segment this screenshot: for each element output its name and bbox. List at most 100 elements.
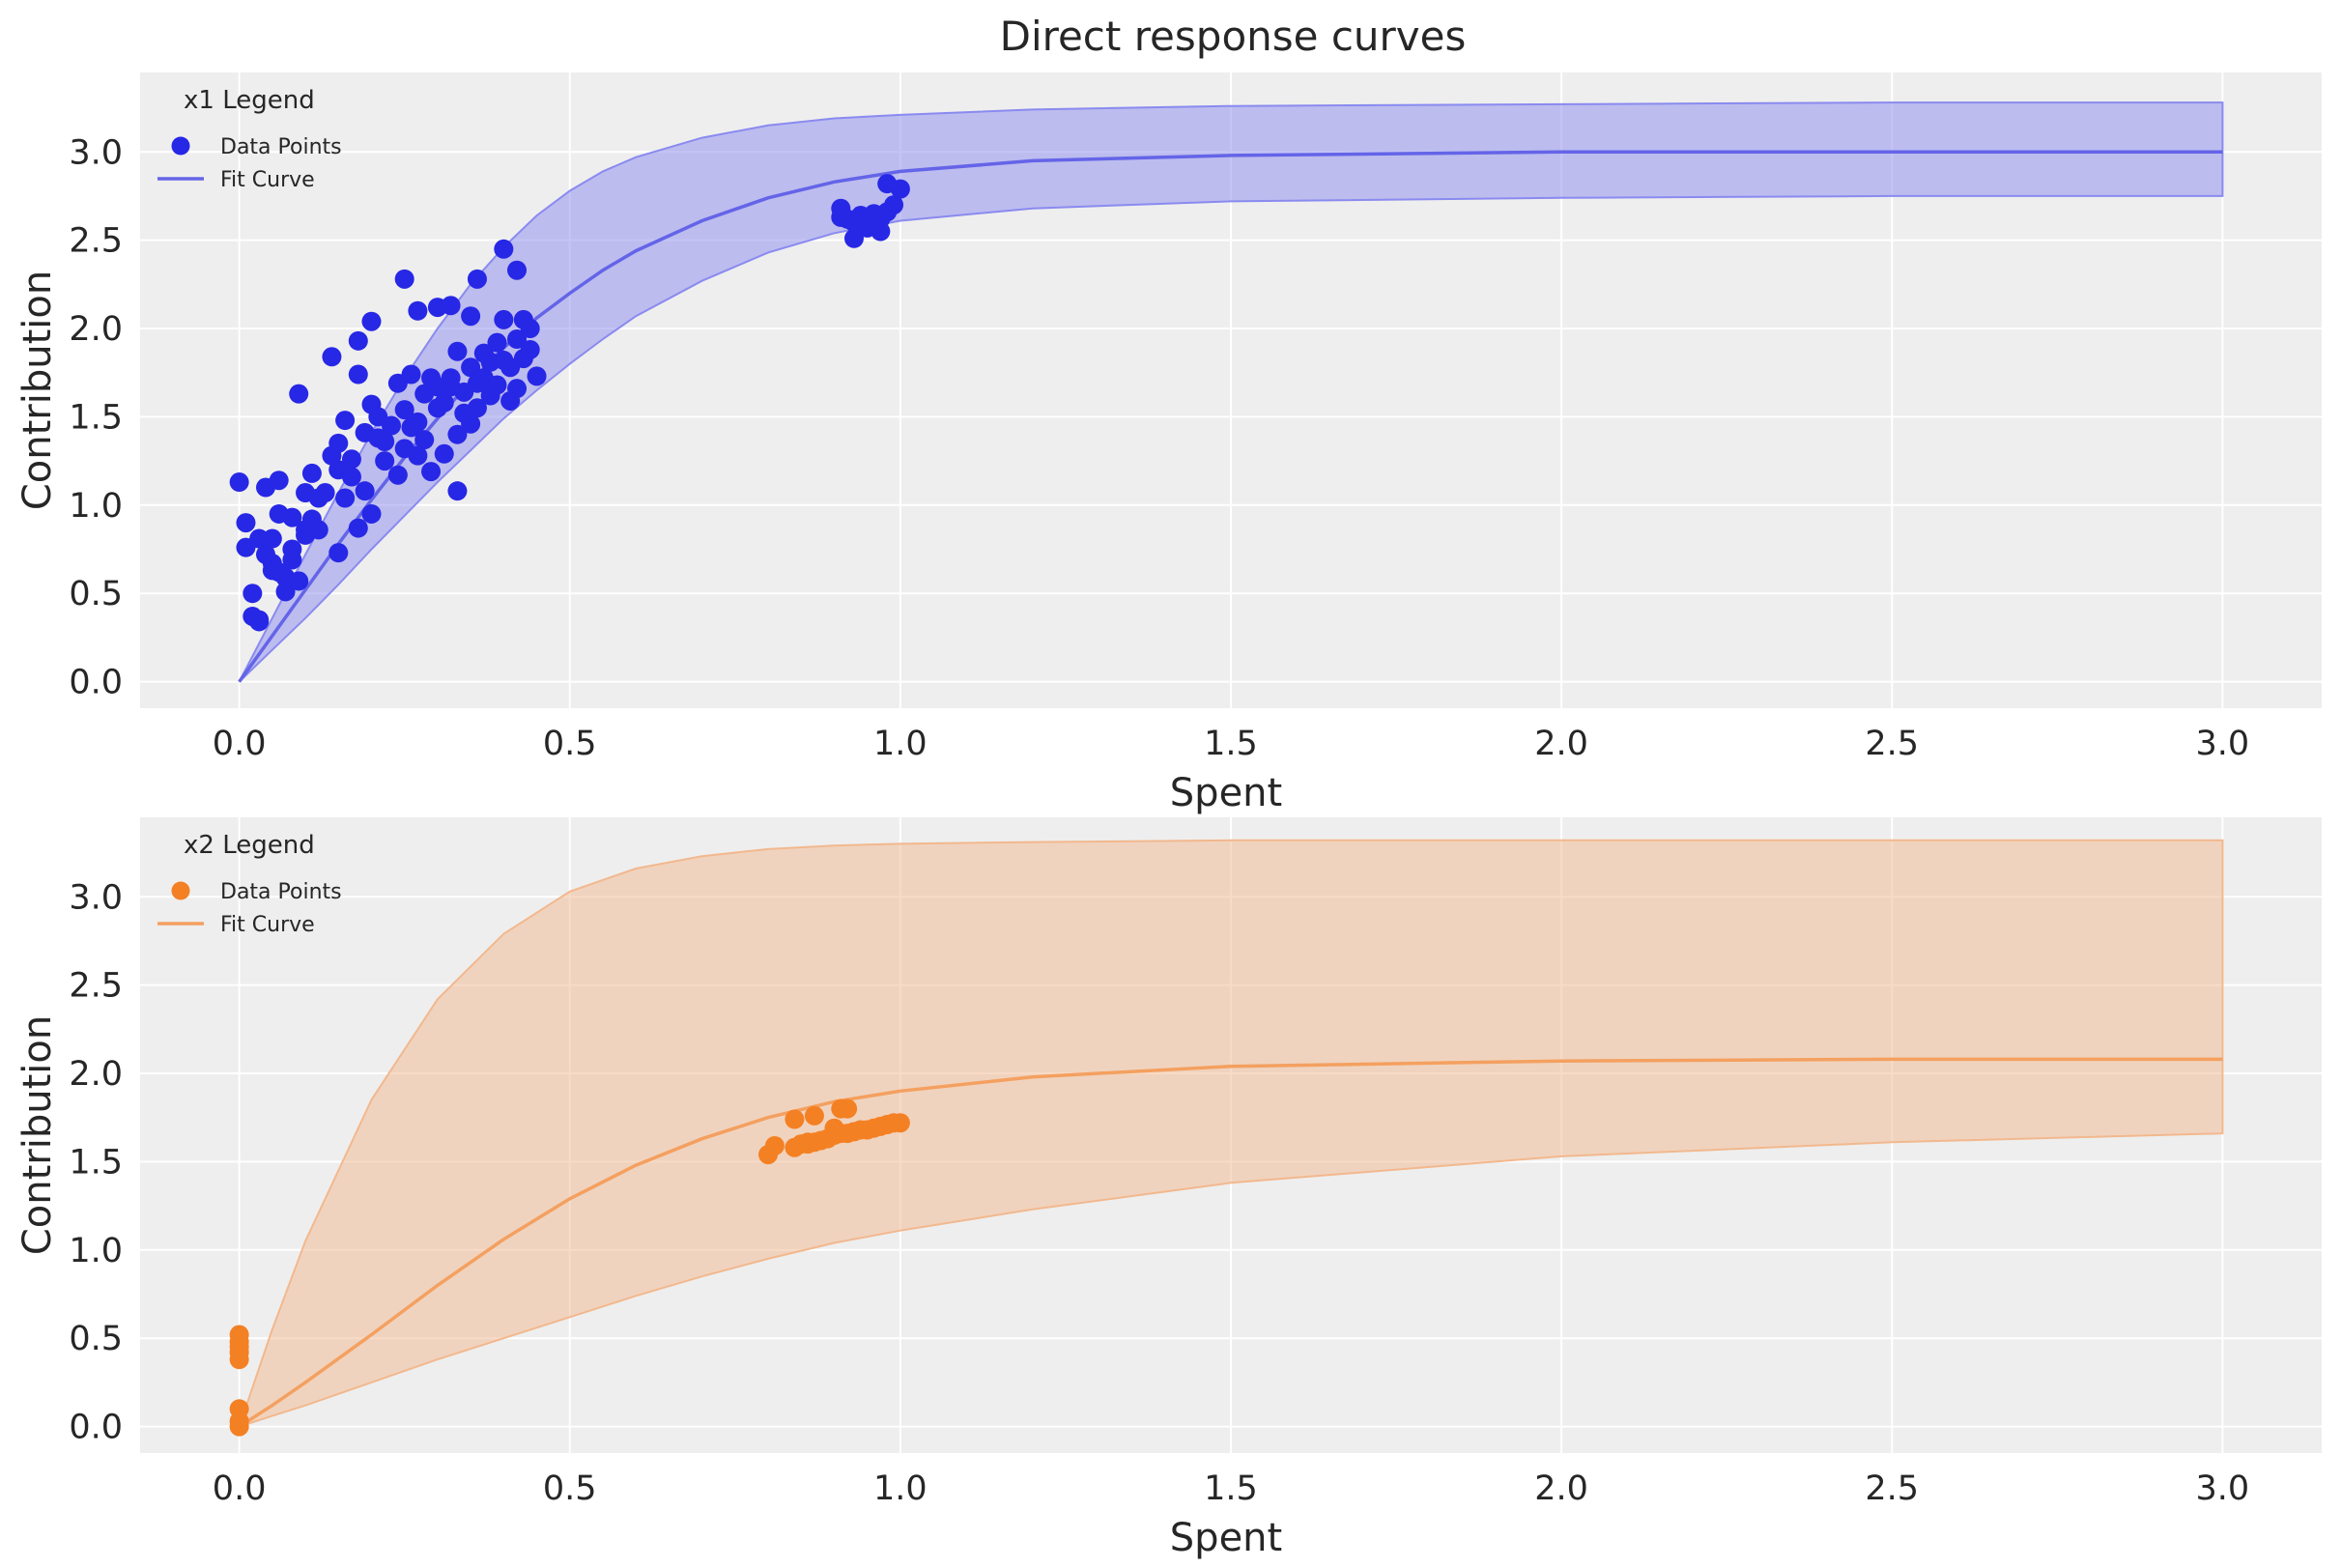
data-point	[434, 443, 454, 464]
data-point	[447, 481, 468, 501]
data-point	[520, 339, 540, 359]
legend-label-points: Data Points	[220, 135, 342, 159]
legend-marker-points	[171, 136, 190, 156]
data-point	[348, 330, 368, 351]
data-point	[275, 582, 296, 602]
data-point	[890, 179, 910, 199]
data-point	[527, 366, 547, 386]
y-tick-label: 0.5	[69, 575, 123, 613]
x-tick-label: 0.0	[213, 1469, 267, 1508]
data-point	[394, 269, 414, 289]
data-point	[831, 207, 851, 227]
data-point	[387, 465, 408, 485]
data-point	[328, 433, 349, 453]
data-point	[843, 228, 864, 248]
data-point	[328, 543, 349, 563]
data-point	[824, 1118, 844, 1138]
x-tick-label: 2.5	[1865, 725, 1919, 763]
data-point	[890, 1113, 910, 1133]
data-point	[289, 571, 309, 591]
x-tick-label: 1.5	[1204, 1469, 1258, 1508]
data-point	[871, 209, 891, 229]
data-point	[262, 528, 282, 549]
data-point	[408, 445, 428, 466]
x-tick-label: 2.0	[1534, 1469, 1588, 1508]
y-tick-label: 1.5	[69, 1143, 123, 1182]
x-axis-label: Spent	[1170, 1516, 1282, 1560]
data-point	[441, 296, 461, 316]
x-tick-label: 1.0	[873, 1469, 928, 1508]
fit-curve-line	[238, 1057, 2223, 1429]
data-point	[414, 430, 435, 450]
y-tick-label: 1.5	[69, 398, 123, 437]
x-tick-label: 3.0	[2196, 1469, 2250, 1508]
data-point	[282, 507, 302, 527]
data-point	[289, 384, 309, 404]
data-point	[487, 332, 507, 353]
data-point	[375, 451, 395, 471]
data-point	[355, 481, 375, 501]
data-point	[461, 357, 481, 378]
data-point	[322, 347, 342, 367]
legend: x2 Legend Data Points Fit Curve	[157, 831, 342, 937]
chart-panel-x1: 0.0 0.5 1.0 1.5 2.0 2.5 3.0 0.0 0.5 1.0 1.5 2.0 2.5 3…	[15, 72, 2322, 815]
y-tick-label: 0.5	[69, 1320, 123, 1358]
x-tick-label: 1.5	[1204, 725, 1258, 763]
data-point	[785, 1109, 805, 1129]
legend-marker-points	[171, 881, 190, 900]
data-point	[461, 306, 481, 327]
x-tick-label: 2.5	[1865, 1469, 1919, 1508]
data-point	[447, 341, 468, 361]
data-point	[282, 550, 302, 570]
data-point	[507, 260, 528, 280]
data-point	[408, 412, 428, 432]
y-tick-label: 2.5	[69, 222, 123, 261]
y-tick-label: 2.5	[69, 967, 123, 1006]
data-point	[249, 528, 270, 549]
data-point	[507, 328, 528, 349]
data-point	[348, 518, 368, 538]
x-tick-label: 0.0	[213, 725, 267, 763]
data-point	[335, 488, 356, 508]
data-point	[236, 513, 256, 533]
data-point	[382, 415, 402, 436]
data-point	[301, 463, 322, 483]
data-point	[421, 462, 442, 482]
data-point	[394, 400, 414, 420]
data-point	[229, 472, 249, 493]
data-point	[375, 432, 395, 452]
y-tick-label: 2.0	[69, 1055, 123, 1094]
data-point	[487, 375, 507, 395]
data-point	[249, 612, 270, 632]
data-point	[494, 309, 514, 329]
y-tick-label: 1.0	[69, 1232, 123, 1270]
credible-interval-band	[238, 839, 2224, 1429]
legend-label-line: Fit Curve	[220, 913, 315, 937]
legend-title: x1 Legend	[184, 86, 315, 115]
data-point	[361, 503, 382, 524]
y-tick-label: 3.0	[69, 133, 123, 172]
data-point	[408, 300, 428, 321]
legend-title: x2 Legend	[184, 831, 315, 860]
y-axis-label: Contribution	[15, 1015, 60, 1255]
y-axis-label: Contribution	[15, 271, 60, 510]
data-point	[461, 413, 481, 434]
data-point	[401, 364, 421, 385]
x-tick-label: 2.0	[1534, 725, 1588, 763]
legend-label-points: Data Points	[220, 880, 342, 904]
data-point	[269, 470, 289, 491]
data-point	[520, 319, 540, 339]
data-point	[341, 449, 361, 470]
data-point	[243, 584, 263, 604]
data-point	[447, 424, 468, 444]
data-point	[269, 562, 289, 583]
data-point	[341, 467, 361, 487]
x-tick-label: 3.0	[2196, 725, 2250, 763]
y-tick-label: 2.0	[69, 310, 123, 349]
figure-title: Direct response curves	[1000, 13, 1467, 60]
data-point	[348, 364, 368, 385]
chart-panel-x2: 0.0 0.5 1.0 1.5 2.0 2.5 3.0 0.0 0.5 1.0 1.5 2.0 2.5 3…	[15, 817, 2322, 1560]
y-tick-label: 1.0	[69, 487, 123, 526]
data-point	[335, 411, 356, 431]
